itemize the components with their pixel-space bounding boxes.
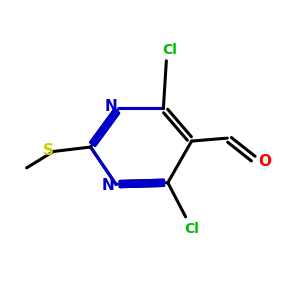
Text: Cl: Cl <box>162 44 177 57</box>
Text: N: N <box>102 178 115 193</box>
Text: S: S <box>43 142 54 158</box>
Text: Cl: Cl <box>184 222 199 236</box>
Text: N: N <box>105 99 118 114</box>
Text: O: O <box>258 154 271 169</box>
